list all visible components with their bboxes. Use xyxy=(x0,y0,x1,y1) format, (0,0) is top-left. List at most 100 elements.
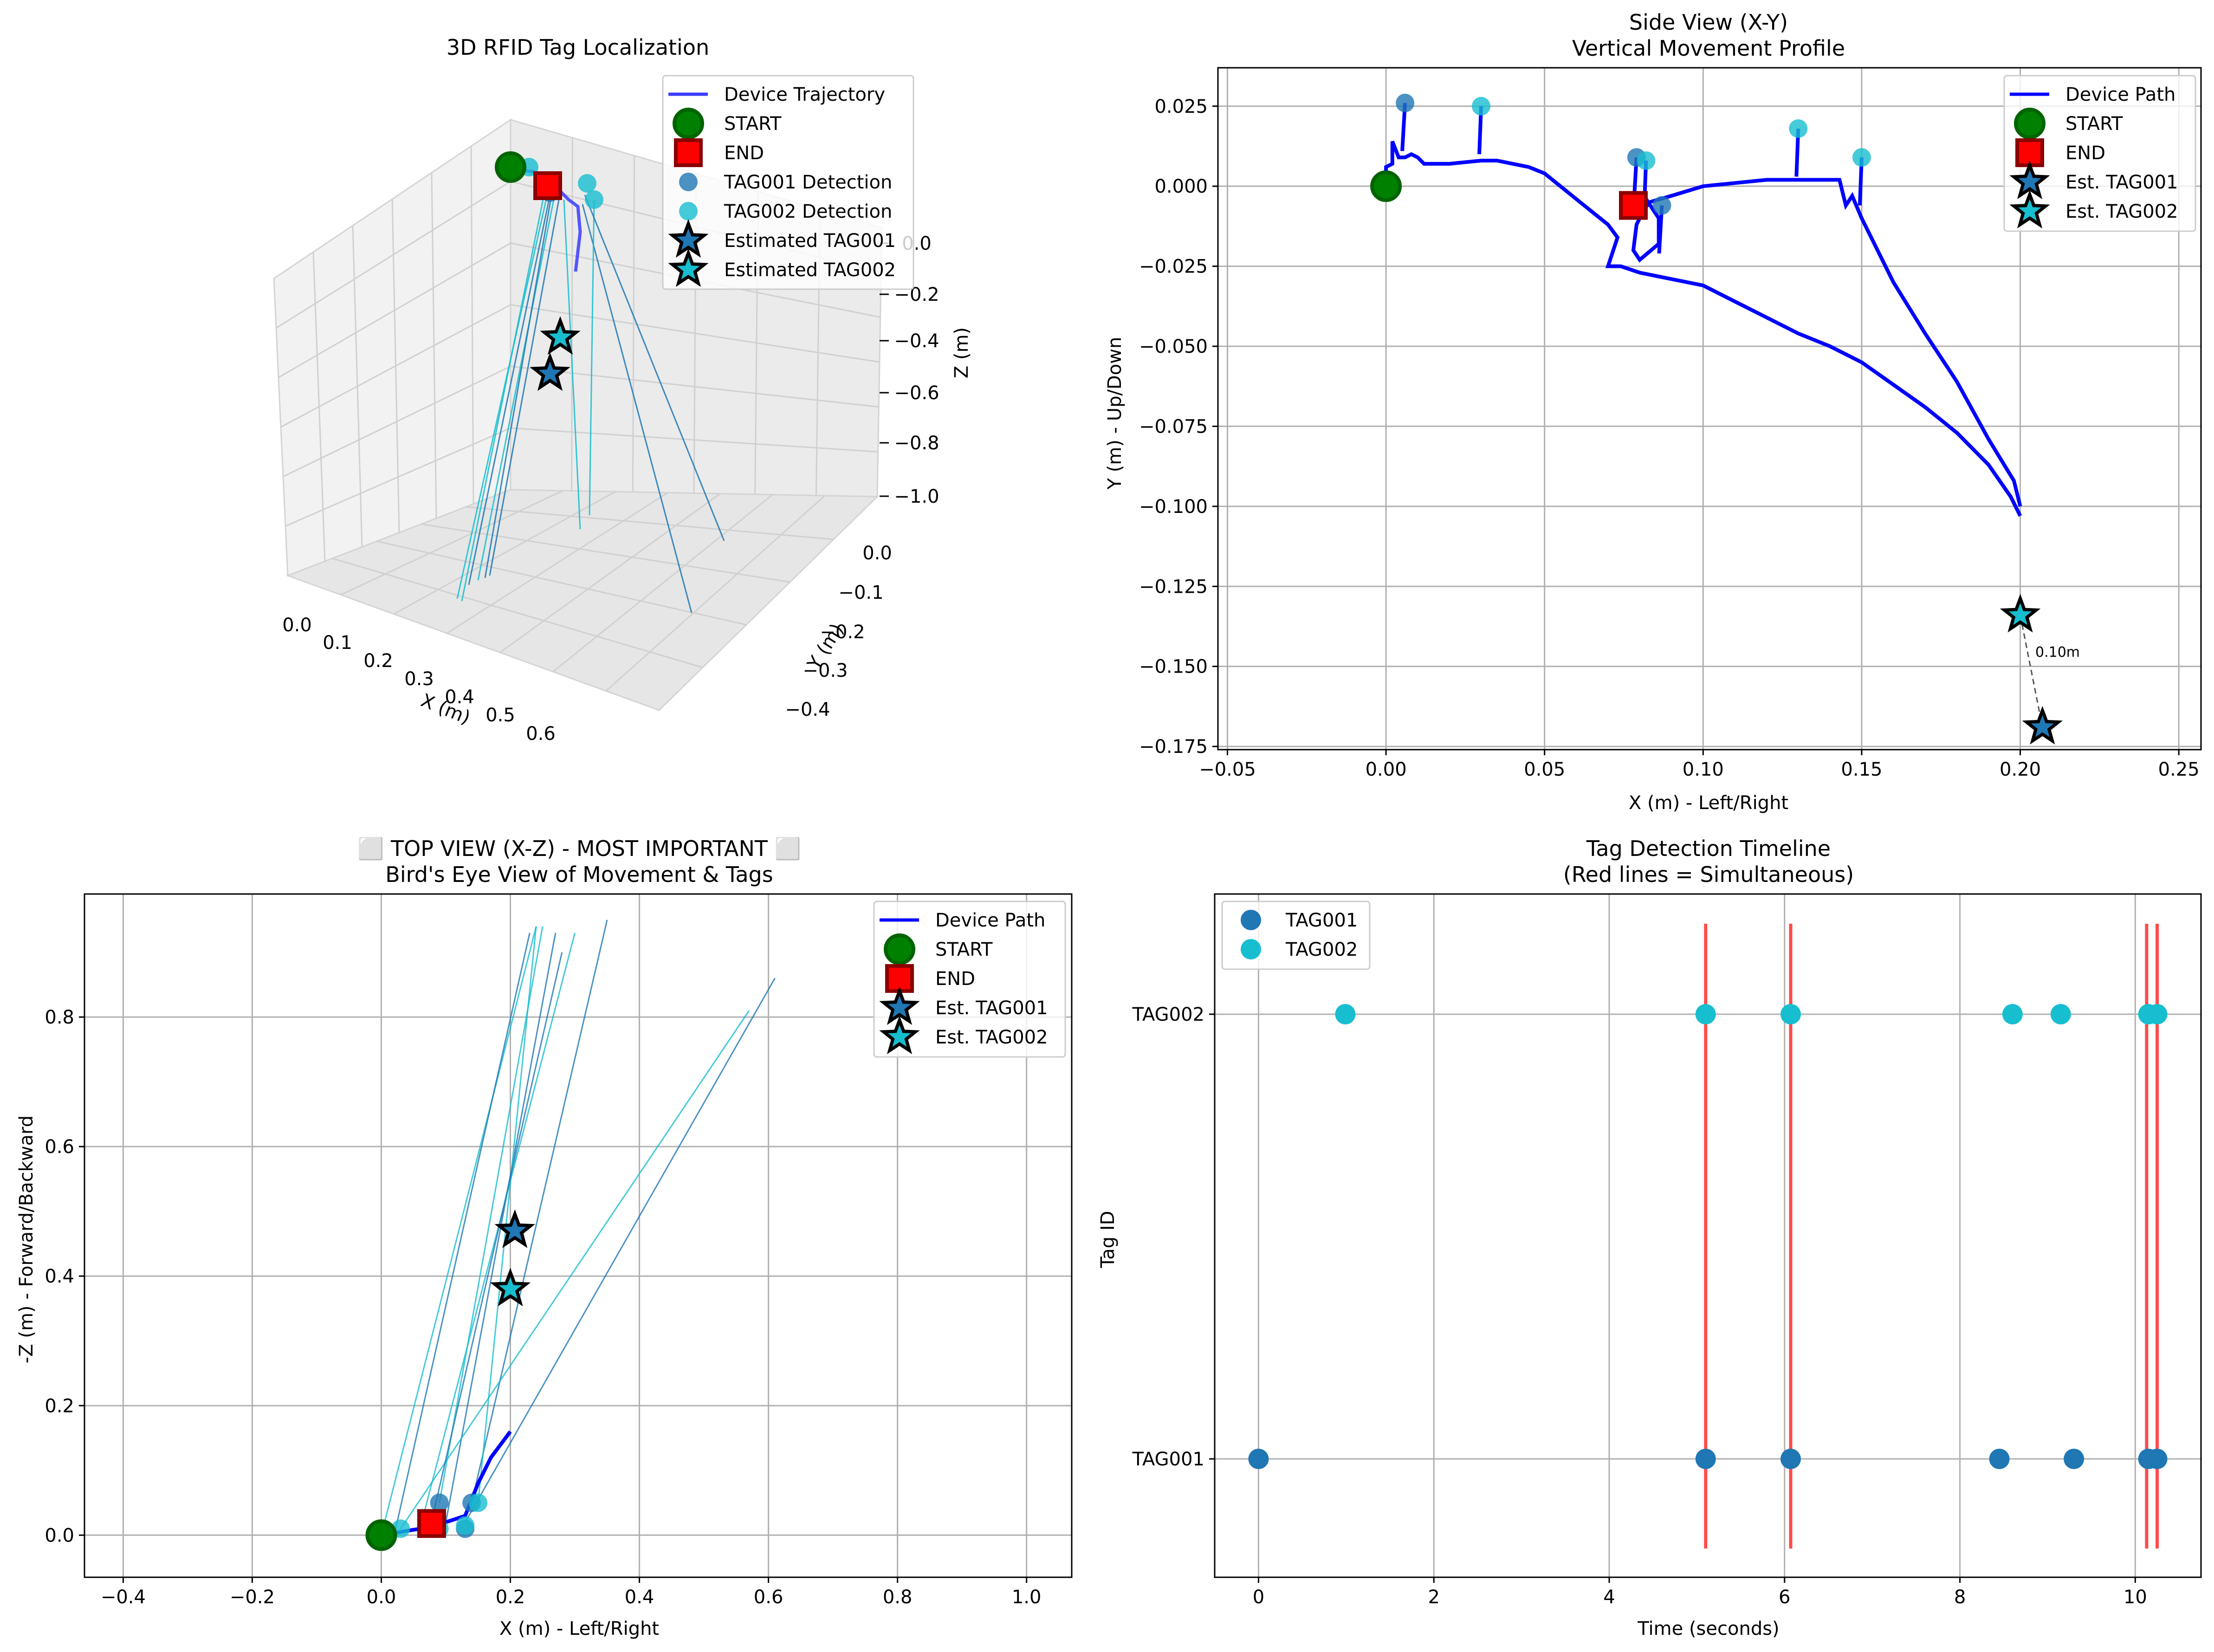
end-marker-3d xyxy=(533,171,562,200)
legend-star-icon xyxy=(2009,190,2050,229)
detection-ray xyxy=(393,933,531,1535)
start-marker-3d xyxy=(495,151,526,183)
gridline-3d xyxy=(393,491,616,615)
gridline-3d xyxy=(280,304,880,428)
x-tick-label-3d: 0.4 xyxy=(445,687,474,708)
gridline-3d xyxy=(332,557,703,668)
tag002-point xyxy=(2147,1004,2168,1024)
top-view-subtitle: Bird's Eye View of Movement & Tags xyxy=(385,862,773,887)
estimated-tag002-3d xyxy=(540,316,581,355)
top-view-xlabel: X (m) - Left/Right xyxy=(499,1618,659,1639)
tag002-detection-3d xyxy=(578,174,596,193)
y-tick-label-3d: −0.3 xyxy=(803,660,848,681)
gridline-3d xyxy=(283,365,879,478)
y-tick-label: −0.025 xyxy=(1139,256,1208,278)
legend-timeline: TAG001 TAG002 xyxy=(1221,901,1371,970)
y-tick-label-3d: −0.4 xyxy=(785,699,830,720)
estimated-tag001-3d xyxy=(530,352,570,391)
x-tick-label: 0.10 xyxy=(1683,759,1724,780)
legend-star-icon xyxy=(879,1016,920,1055)
end-marker xyxy=(1619,191,1648,220)
x-tick-label-3d: 0.3 xyxy=(404,668,434,690)
legend-3d-3: TAG001 Detection xyxy=(724,172,892,193)
legend-top-3: Est. TAG001 xyxy=(935,998,1048,1019)
legend-3d-6: Estimated TAG002 xyxy=(724,259,896,281)
x-tick-label: 0.0 xyxy=(367,1587,396,1608)
side-view-subtitle: Vertical Movement Profile xyxy=(1572,36,1845,61)
x-tick-label: 0.6 xyxy=(754,1587,783,1608)
gridline-3d xyxy=(376,540,747,626)
estimated-tag001-star xyxy=(2022,706,2063,745)
device-path xyxy=(1631,178,2022,507)
legend-side-2: END xyxy=(2065,143,2105,164)
detection-ray-3d xyxy=(461,188,546,602)
x-tick-label: 0.15 xyxy=(1841,759,1882,780)
y-tick-label-3d: −0.2 xyxy=(820,622,865,643)
tag002-point xyxy=(2002,1004,2023,1024)
y-tick-label: 0.8 xyxy=(45,1007,74,1028)
y-tick-label: −0.075 xyxy=(1139,416,1208,437)
y-tick-label: −0.150 xyxy=(1139,656,1208,678)
z-tick-label-3d: −0.8 xyxy=(894,433,939,454)
rays-3d xyxy=(456,188,725,613)
side-view-title: Side View (X-Y) xyxy=(1629,10,1788,35)
x-tick-label: 0.8 xyxy=(883,1587,913,1608)
x-tick-label-3d: 0.2 xyxy=(363,650,393,672)
side-view-annotation: 0.10m xyxy=(2035,644,2080,661)
side-view-xlabel: X (m) - Left/Right xyxy=(1629,792,1788,814)
detection-ray xyxy=(477,926,537,1503)
gridline-3d xyxy=(278,242,880,378)
timeline-plot: 0 2 4 6 8 10 TAG001 TAG002 xyxy=(1132,893,2202,1608)
z-tick-label-3d: −0.4 xyxy=(894,330,939,352)
detection-ray xyxy=(471,920,608,1503)
legend-top-1: START xyxy=(935,939,993,960)
y-tick-label: 0.6 xyxy=(45,1136,74,1158)
x-tick-label: 1.0 xyxy=(1012,1587,1042,1608)
detection-ray xyxy=(419,933,576,1529)
tag002-point xyxy=(2050,1004,2071,1024)
start-marker xyxy=(365,1519,397,1551)
x-tick-label-3d: 0.5 xyxy=(486,705,515,726)
tag002-detection xyxy=(1472,97,1491,116)
top-view-title: ⬜ TOP VIEW (X-Z) - MOST IMPORTANT ⬜ xyxy=(357,836,801,861)
x-tick-label: 0.20 xyxy=(2000,759,2041,780)
legend-timeline-0: TAG001 xyxy=(1285,910,1358,931)
detection-ray-3d xyxy=(456,192,549,599)
tag002-detection xyxy=(1852,148,1871,167)
y-tick-label-3d: 0.0 xyxy=(862,543,892,564)
legend-star-icon xyxy=(879,986,920,1025)
gridline-3d xyxy=(499,493,721,653)
top-view-ylabel: -Z (m) - Forward/Backward xyxy=(16,1115,37,1363)
legend-side-1: START xyxy=(2065,113,2123,135)
detection-ray-3d xyxy=(563,199,581,530)
tag002-detection xyxy=(1789,119,1808,138)
detection-ray-3d xyxy=(582,204,693,613)
gridline-3d xyxy=(421,523,790,583)
detection-ray xyxy=(381,926,537,1535)
y-tick-label: TAG001 xyxy=(1132,1449,1204,1470)
x-tick-label: 0 xyxy=(1253,1587,1264,1608)
start-marker xyxy=(1370,170,1402,202)
tag001-point xyxy=(2147,1449,2168,1469)
legend-top-0: Device Path xyxy=(935,910,1045,931)
tag002-point xyxy=(1780,1004,1801,1024)
tag001-point xyxy=(1248,1449,1269,1469)
side-view-ylabel: Y (m) - Up/Down xyxy=(1104,337,1126,490)
tag001-detection xyxy=(1652,196,1671,215)
grid-3d xyxy=(276,137,881,692)
legend-star-icon xyxy=(668,219,709,258)
x-tick-label-3d: 0.6 xyxy=(526,723,556,745)
x-tick-label: 0.4 xyxy=(625,1587,654,1608)
legend-3d-1: START xyxy=(724,113,782,135)
legend-side-view: Device Path START END Est. TAG001 Est. T… xyxy=(2003,75,2196,232)
x-tick-label-3d: 0.0 xyxy=(282,615,312,636)
y-tick-label: 0.4 xyxy=(45,1266,74,1287)
detection-ray xyxy=(439,926,544,1503)
x-tick-label: 6 xyxy=(1779,1587,1790,1608)
legend-side-3: Est. TAG001 xyxy=(2065,172,2178,193)
y-tick-label: −0.050 xyxy=(1139,336,1208,357)
plot-frame xyxy=(1214,893,2202,1578)
detection-ray-3d xyxy=(468,194,551,585)
tag002-detection xyxy=(456,1516,475,1535)
